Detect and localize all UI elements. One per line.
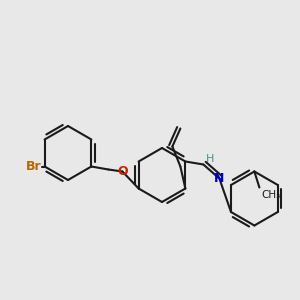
Text: Br: Br <box>26 160 42 173</box>
Text: O: O <box>117 165 128 178</box>
Text: H: H <box>206 154 214 164</box>
Text: CH₃: CH₃ <box>261 190 280 200</box>
Text: N: N <box>214 172 225 185</box>
